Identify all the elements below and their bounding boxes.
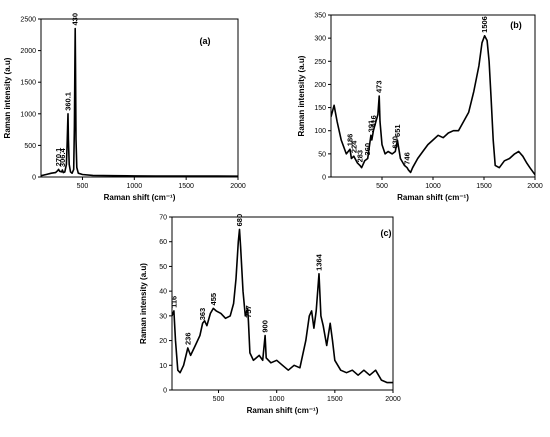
peak-label: 391 — [366, 120, 375, 133]
peak-label: 116 — [169, 296, 178, 308]
peak-label: 473 — [375, 80, 384, 93]
x-tick-label: 2000 — [230, 183, 246, 190]
y-tick-label: 300 — [314, 36, 326, 43]
y-tick-label: 200 — [314, 82, 326, 89]
x-axis-title: Raman shift (cm⁻¹) — [247, 406, 319, 415]
y-tick-label: 150 — [314, 105, 326, 112]
y-tick-label: 350 — [314, 13, 326, 20]
spectrum-line — [172, 228, 393, 384]
x-tick-label: 1000 — [269, 396, 285, 403]
peak-label: 746 — [403, 152, 412, 165]
y-tick-label: 250 — [314, 59, 326, 66]
x-tick-label: 1500 — [178, 183, 194, 190]
peak-label: 651 — [393, 124, 402, 137]
panel-label: (a) — [200, 36, 211, 46]
y-tick-label: 30 — [159, 313, 167, 320]
plot-frame — [171, 216, 394, 391]
x-tick-label: 500 — [77, 183, 89, 190]
peak-label: 680 — [235, 214, 244, 227]
peak-label: 416 — [369, 115, 378, 128]
peak-label: 224 — [349, 140, 358, 153]
y-tick-label: 10 — [159, 363, 167, 370]
y-tick-label: 40 — [159, 289, 167, 296]
panel-label: (b) — [510, 20, 522, 30]
panel-a: 500 1000 1500 2000 0 500 1000 1500 2000 2500 Raman… — [3, 13, 246, 202]
peak-label: 360.1 — [63, 92, 72, 111]
x-tick-label: 500 — [213, 396, 225, 403]
x-tick-label: 2000 — [527, 183, 543, 190]
y-tick-label: 1000 — [20, 111, 36, 118]
x-tick-label: 1500 — [327, 396, 343, 403]
peak-label: 360 — [363, 143, 372, 156]
peak-label: 270.1 — [54, 148, 63, 167]
x-tick-label: 500 — [376, 183, 388, 190]
peak-label: 630 — [391, 136, 400, 149]
y-tick-label: 0 — [163, 388, 167, 395]
y-axis-title: Raman intensity (a.u) — [139, 263, 148, 344]
peak-label: 455 — [209, 293, 218, 306]
y-tick-label: 60 — [159, 239, 167, 246]
plot-frame — [40, 18, 239, 178]
y-tick-label: 50 — [159, 264, 167, 271]
y-tick-label: 2000 — [20, 48, 36, 55]
y-tick-label: 2500 — [20, 17, 36, 24]
y-tick-label: 20 — [159, 338, 167, 345]
y-axis-title: Raman intensity (a.u) — [3, 57, 12, 138]
panel-label: (c) — [381, 228, 392, 238]
peak-label: 430 — [71, 13, 80, 26]
x-tick-label: 1500 — [476, 183, 492, 190]
y-tick-label: 0 — [32, 175, 36, 182]
y-tick-label: 1500 — [20, 80, 36, 87]
peak-label: 1506 — [480, 16, 489, 33]
y-tick-label: 50 — [318, 151, 326, 158]
x-axis-title: Raman shift (cm⁻¹) — [104, 193, 176, 202]
x-axis-title: Raman shift (cm⁻¹) — [397, 193, 469, 202]
panel-c: 500 1000 1500 2000 0 10 20 30 40 50 60 70 Raman shif… — [139, 214, 401, 415]
x-tick-label: 1000 — [127, 183, 143, 190]
peak-label: 757 — [244, 305, 253, 318]
y-tick-label: 0 — [322, 175, 326, 182]
peak-label: 363 — [198, 308, 207, 321]
peak-label: 283 — [355, 150, 364, 163]
peak-label: 236 — [183, 332, 192, 345]
x-tick-label: 1000 — [425, 183, 441, 190]
peak-label: 186 — [345, 134, 354, 147]
peak-label: 900 — [261, 320, 270, 333]
x-tick-label: 2000 — [385, 396, 401, 403]
y-tick-label: 70 — [159, 215, 167, 222]
spectrum-line — [41, 27, 238, 177]
peak-label: 1364 — [315, 253, 324, 271]
panel-b: 500 1000 1500 2000 0 50 100 150 200 250 300 350 Rama… — [297, 13, 543, 203]
peak-label: 306.4 — [58, 147, 67, 167]
spectrum-line — [331, 35, 535, 176]
y-tick-label: 500 — [24, 143, 36, 150]
y-tick-label: 100 — [314, 128, 326, 135]
y-axis-title: Raman intensity (a.u) — [297, 55, 306, 136]
